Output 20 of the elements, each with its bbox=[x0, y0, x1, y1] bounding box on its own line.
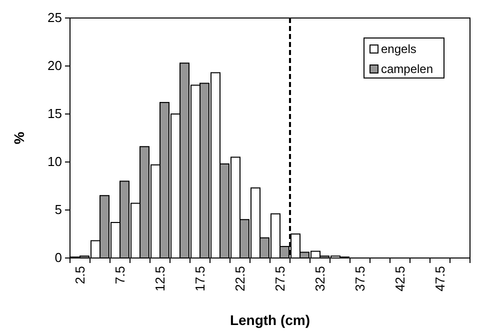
x-tick-label: 17.5 bbox=[192, 266, 208, 292]
x-tick-label: 37.5 bbox=[352, 266, 368, 292]
x-tick-label: 27.5 bbox=[272, 266, 288, 292]
x-tick-label: 7.5 bbox=[112, 266, 128, 284]
x-tick-label: 32.5 bbox=[312, 266, 328, 292]
y-tick-label: 10 bbox=[48, 154, 62, 170]
x-tick-label: 42.5 bbox=[392, 266, 408, 292]
y-tick-label: 5 bbox=[54, 202, 62, 218]
y-tick-label: 0 bbox=[54, 250, 62, 266]
x-tick-label: 22.5 bbox=[232, 266, 248, 292]
y-tick-label: 25 bbox=[48, 10, 62, 26]
legend-label: engels bbox=[381, 42, 416, 56]
y-tick-label: 15 bbox=[48, 106, 62, 122]
x-tick-label: 47.5 bbox=[432, 266, 448, 292]
x-axis-title: Length (cm) bbox=[230, 312, 310, 328]
y-tick-label: 20 bbox=[48, 58, 62, 74]
x-tick-label: 12.5 bbox=[152, 266, 168, 292]
legend-label: campelen bbox=[381, 62, 434, 76]
x-tick-label: 2.5 bbox=[72, 266, 88, 284]
y-axis-title: % bbox=[11, 131, 27, 144]
